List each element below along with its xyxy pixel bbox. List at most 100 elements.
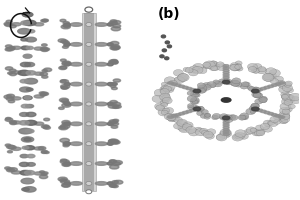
Circle shape xyxy=(278,82,287,88)
Ellipse shape xyxy=(23,54,32,58)
Circle shape xyxy=(281,98,293,105)
Circle shape xyxy=(205,113,210,117)
Ellipse shape xyxy=(279,116,285,118)
Circle shape xyxy=(269,69,280,77)
Ellipse shape xyxy=(70,23,82,26)
Ellipse shape xyxy=(107,83,113,86)
Ellipse shape xyxy=(61,183,70,187)
Ellipse shape xyxy=(95,162,107,165)
Circle shape xyxy=(160,89,169,95)
Circle shape xyxy=(202,85,211,90)
Ellipse shape xyxy=(58,39,66,42)
Circle shape xyxy=(284,94,294,101)
Circle shape xyxy=(256,125,263,130)
Ellipse shape xyxy=(256,109,262,111)
Circle shape xyxy=(178,125,190,133)
Ellipse shape xyxy=(18,29,31,34)
Ellipse shape xyxy=(22,137,34,142)
Ellipse shape xyxy=(42,44,47,46)
Ellipse shape xyxy=(5,144,11,146)
Circle shape xyxy=(190,98,199,104)
Circle shape xyxy=(203,62,211,67)
Ellipse shape xyxy=(63,41,69,44)
Circle shape xyxy=(86,122,92,126)
Ellipse shape xyxy=(221,98,231,102)
Ellipse shape xyxy=(62,103,71,107)
Circle shape xyxy=(156,105,164,111)
Circle shape xyxy=(196,106,204,112)
Ellipse shape xyxy=(11,71,21,74)
Ellipse shape xyxy=(264,86,270,89)
Circle shape xyxy=(240,113,249,119)
Ellipse shape xyxy=(34,47,44,50)
Circle shape xyxy=(253,64,262,70)
Circle shape xyxy=(253,69,260,73)
Ellipse shape xyxy=(44,126,50,129)
Ellipse shape xyxy=(41,173,47,175)
Ellipse shape xyxy=(107,63,113,66)
Ellipse shape xyxy=(5,45,12,48)
Circle shape xyxy=(192,100,198,104)
Circle shape xyxy=(220,129,231,136)
Ellipse shape xyxy=(111,27,121,31)
Circle shape xyxy=(224,117,233,123)
Ellipse shape xyxy=(41,19,46,22)
Ellipse shape xyxy=(110,160,117,163)
Ellipse shape xyxy=(64,142,70,145)
Ellipse shape xyxy=(27,154,35,158)
Ellipse shape xyxy=(63,163,70,166)
Circle shape xyxy=(198,67,207,74)
Ellipse shape xyxy=(109,121,117,124)
Circle shape xyxy=(174,117,183,123)
Ellipse shape xyxy=(60,80,68,83)
Circle shape xyxy=(86,42,92,46)
Circle shape xyxy=(161,110,168,115)
Circle shape xyxy=(190,105,197,109)
Circle shape xyxy=(170,114,178,119)
Ellipse shape xyxy=(7,168,12,170)
Circle shape xyxy=(193,63,204,71)
Ellipse shape xyxy=(24,138,31,141)
Circle shape xyxy=(253,92,261,97)
Ellipse shape xyxy=(8,72,13,74)
Circle shape xyxy=(251,68,259,73)
Ellipse shape xyxy=(20,154,28,158)
Circle shape xyxy=(248,63,257,70)
Ellipse shape xyxy=(5,67,13,70)
Ellipse shape xyxy=(194,108,200,110)
Ellipse shape xyxy=(21,104,30,108)
Ellipse shape xyxy=(11,97,21,100)
Ellipse shape xyxy=(70,142,82,145)
Ellipse shape xyxy=(268,85,274,88)
Ellipse shape xyxy=(21,21,30,25)
Ellipse shape xyxy=(60,160,69,164)
Circle shape xyxy=(189,66,200,73)
Ellipse shape xyxy=(109,60,118,64)
Circle shape xyxy=(86,162,92,166)
Circle shape xyxy=(168,114,177,121)
Ellipse shape xyxy=(26,129,34,133)
Circle shape xyxy=(199,87,207,93)
Circle shape xyxy=(235,64,242,69)
Ellipse shape xyxy=(40,72,48,76)
Ellipse shape xyxy=(59,98,68,102)
Ellipse shape xyxy=(223,122,229,124)
Ellipse shape xyxy=(22,12,33,17)
Ellipse shape xyxy=(62,163,71,166)
Ellipse shape xyxy=(34,172,44,175)
Circle shape xyxy=(224,115,232,120)
Circle shape xyxy=(285,107,292,112)
Ellipse shape xyxy=(38,147,46,150)
Circle shape xyxy=(211,66,218,71)
Ellipse shape xyxy=(26,71,36,75)
Circle shape xyxy=(182,124,192,130)
Circle shape xyxy=(270,78,278,84)
Circle shape xyxy=(279,113,290,120)
Circle shape xyxy=(195,128,207,136)
Ellipse shape xyxy=(43,20,48,22)
Text: (b): (b) xyxy=(158,7,180,21)
Ellipse shape xyxy=(107,182,113,185)
Ellipse shape xyxy=(113,79,121,82)
Ellipse shape xyxy=(44,151,49,154)
Ellipse shape xyxy=(20,170,31,175)
